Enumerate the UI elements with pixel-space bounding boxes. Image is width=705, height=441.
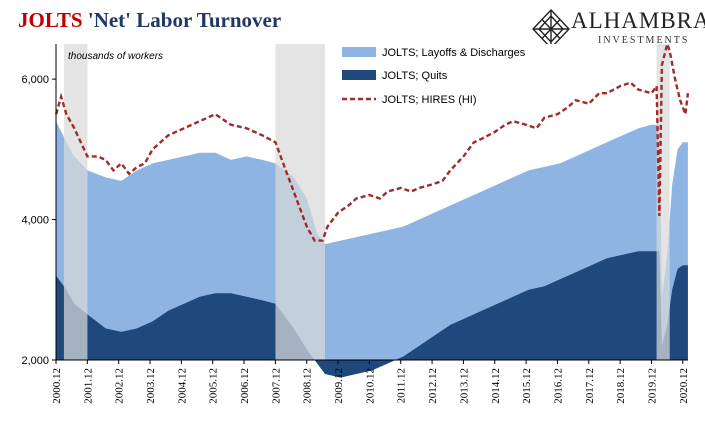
legend-label-hires: JOLTS; HIRES (HI) bbox=[382, 94, 477, 106]
y-tick-label: 2,000 bbox=[21, 355, 49, 367]
x-tick-label: 2017.12 bbox=[584, 368, 596, 404]
chart-title-source: JOLTS bbox=[18, 8, 83, 32]
x-tick-label: 2008.12 bbox=[302, 368, 314, 404]
x-tick-label: 2016.12 bbox=[552, 368, 564, 404]
x-tick-label: 2004.12 bbox=[176, 368, 188, 404]
chart-title: JOLTS 'Net' Labor Turnover bbox=[18, 8, 281, 33]
x-tick-label: 2007.12 bbox=[270, 368, 282, 404]
legend: JOLTS; Layoffs & Discharges JOLTS; Quits J… bbox=[342, 47, 526, 106]
x-tick-label: 2002.12 bbox=[114, 368, 126, 404]
hires-line bbox=[54, 39, 690, 242]
logo-subtitle: INVESTMENTS bbox=[598, 35, 690, 46]
chart-title-main: 'Net' Labor Turnover bbox=[82, 8, 282, 32]
x-tick-label: 2015.12 bbox=[521, 368, 533, 404]
recession-band-1 bbox=[63, 44, 88, 360]
legend-swatch-layoffs bbox=[342, 47, 376, 57]
x-tick-label: 2006.12 bbox=[239, 368, 251, 404]
x-tick-label: 2005.12 bbox=[208, 368, 220, 404]
x-tick-label: 2001.12 bbox=[82, 368, 94, 404]
x-tick-label: 2010.12 bbox=[364, 368, 376, 404]
x-tick-label: 2018.12 bbox=[615, 368, 627, 404]
legend-swatch-quits bbox=[342, 70, 376, 80]
quits-area bbox=[56, 251, 688, 378]
recession-band-3 bbox=[656, 44, 670, 360]
x-tick-label: 2003.12 bbox=[145, 368, 157, 404]
recession-band-2 bbox=[275, 44, 325, 360]
alhambra-logo: ALHAMBRA INVESTMENTS bbox=[531, 8, 705, 50]
x-tick-label: 2011.12 bbox=[396, 368, 408, 403]
x-tick-label: 2013.12 bbox=[458, 368, 470, 404]
legend-label-quits: JOLTS; Quits bbox=[382, 70, 448, 82]
x-tick-label: 2020.12 bbox=[678, 368, 690, 404]
y-tick-label: 6,000 bbox=[21, 74, 49, 86]
units-note: thousands of workers bbox=[68, 51, 163, 62]
legend-label-layoffs: JOLTS; Layoffs & Discharges bbox=[382, 47, 526, 59]
logo-name: ALHAMBRA bbox=[571, 8, 705, 33]
y-tick-label: 4,000 bbox=[21, 215, 49, 227]
x-tick-label: 2012.12 bbox=[427, 368, 439, 404]
x-tick-label: 2019.12 bbox=[646, 368, 658, 404]
x-tick-label: 2000.12 bbox=[51, 368, 63, 404]
x-tick-label: 2009.12 bbox=[333, 368, 345, 404]
x-tick-label: 2014.12 bbox=[490, 368, 502, 404]
